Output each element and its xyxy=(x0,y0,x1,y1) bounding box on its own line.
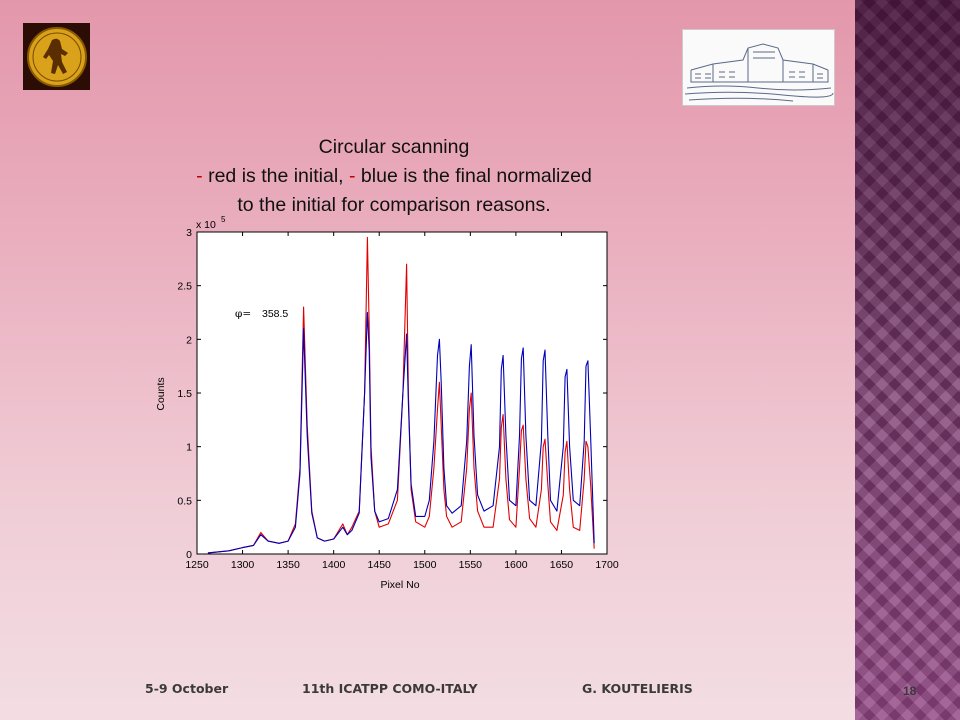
x-tick-label: 1350 xyxy=(276,559,300,571)
title-text-2a: red is the initial, xyxy=(208,165,349,187)
x-tick-label: 1250 xyxy=(185,559,209,571)
footer-date: 5-9 October xyxy=(145,681,229,696)
x-axis-label: Pixel No xyxy=(380,579,419,591)
x-tick-label: 1650 xyxy=(550,559,574,571)
slide-title-line-3: to the initial for comparison reasons. xyxy=(120,194,668,217)
y-tick-label: 1 xyxy=(186,442,192,454)
x-tick-label: 1600 xyxy=(504,559,528,571)
title-dash-blue: - xyxy=(349,165,361,187)
page-number: 18 xyxy=(903,684,917,698)
y-tick-label: 1.5 xyxy=(177,388,192,400)
slide: Circular scanning - red is the initial, … xyxy=(23,23,835,696)
phi-annotation-symbol: φ= xyxy=(235,308,251,320)
y-axis-label: Counts xyxy=(155,377,167,410)
x-tick-label: 1500 xyxy=(413,559,437,571)
x-tick-label: 1400 xyxy=(322,559,346,571)
spectrum-chart: 1250 1300 1350 1400 1450 1500 1550 1600 1650 1700… xyxy=(155,215,619,591)
y-tick-label: 2 xyxy=(186,334,192,346)
y-exponent-power: 5 xyxy=(221,215,226,224)
y-tick-label: 3 xyxy=(186,227,192,239)
title-text-2b: blue is the final normalized xyxy=(360,165,592,187)
y-exponent-label: x 10 xyxy=(196,219,216,231)
x-tick-label: 1550 xyxy=(459,559,483,571)
slide-title-line-1: Circular scanning xyxy=(120,136,668,159)
title-text-1: Circular scanning xyxy=(318,136,470,158)
decorative-side-strip xyxy=(855,0,960,720)
building-sketch-icon xyxy=(682,29,835,106)
y-tick-label: 2.5 xyxy=(177,281,192,293)
x-tick-label: 1450 xyxy=(368,559,392,571)
y-tick-label: 0 xyxy=(186,549,192,561)
x-tick-label: 1700 xyxy=(595,559,619,571)
footer-author: G. KOUTELIERIS xyxy=(582,681,693,696)
plot-frame xyxy=(196,231,608,555)
series-line-final-blue xyxy=(207,311,595,554)
y-tick-label: 0.5 xyxy=(177,495,192,507)
plot-area: 1250 1300 1350 1400 1450 1500 1550 1600 1650 1700… xyxy=(177,227,618,571)
slide-title-line-2: - red is the initial, - blue is the fina… xyxy=(120,165,668,188)
x-tick-label: 1300 xyxy=(231,559,255,571)
title-dash-red: - xyxy=(196,165,209,187)
phi-annotation-value: 358.5 xyxy=(262,308,288,320)
footer-conference: 11th ICATPP COMO-ITALY xyxy=(302,681,478,696)
title-text-3: to the initial for comparison reasons. xyxy=(237,194,551,216)
university-seal-icon xyxy=(23,23,90,90)
